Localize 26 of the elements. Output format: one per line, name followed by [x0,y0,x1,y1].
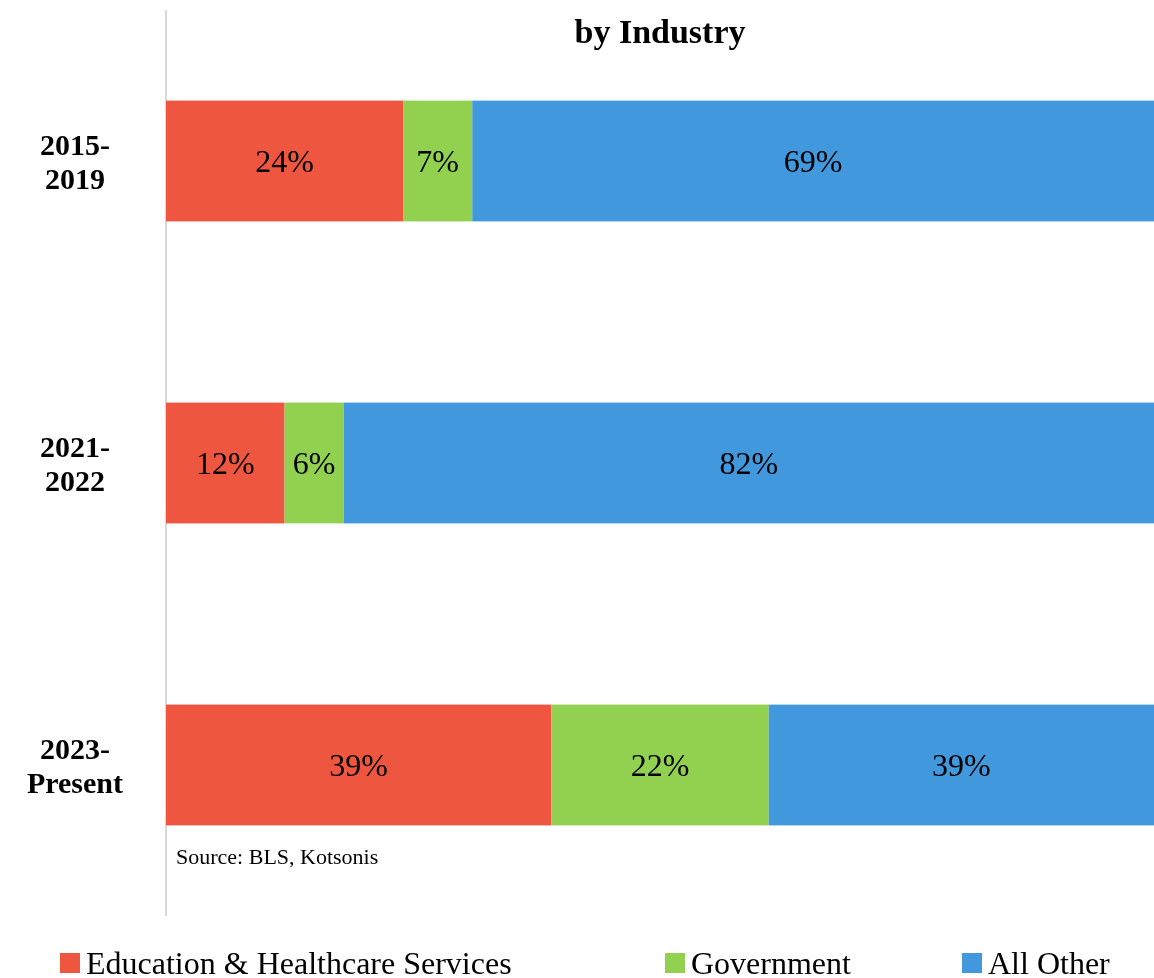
data-label: 69% [783,143,843,180]
y-tick-label: 2021-2022 [40,429,110,497]
bar [166,100,404,222]
bar [551,704,769,826]
bar [472,100,1154,222]
data-label: 6% [292,445,336,482]
bar [403,100,473,222]
legend-label: Education & Healthcare Services [86,945,512,978]
bar [284,402,344,524]
bar [768,704,1154,826]
bar [166,402,285,524]
legend-label: All Other [988,945,1111,978]
chart-title: by Industry [574,13,746,51]
data-label: 82% [719,445,779,482]
bar [166,704,552,826]
annotation: Source: BLS, Kotsonis [176,843,379,869]
legend-label: Government [691,945,852,978]
y-tick-label: 2023-Present [26,731,124,799]
y-tick-label: 2015-2019 [40,127,110,195]
data-label: 22% [630,747,690,784]
data-label: 12% [195,445,255,482]
bar [343,402,1154,524]
data-label: 39% [329,747,388,784]
data-label: 7% [416,143,460,180]
data-label: 24% [255,143,314,180]
data-label: 39% [932,747,991,784]
